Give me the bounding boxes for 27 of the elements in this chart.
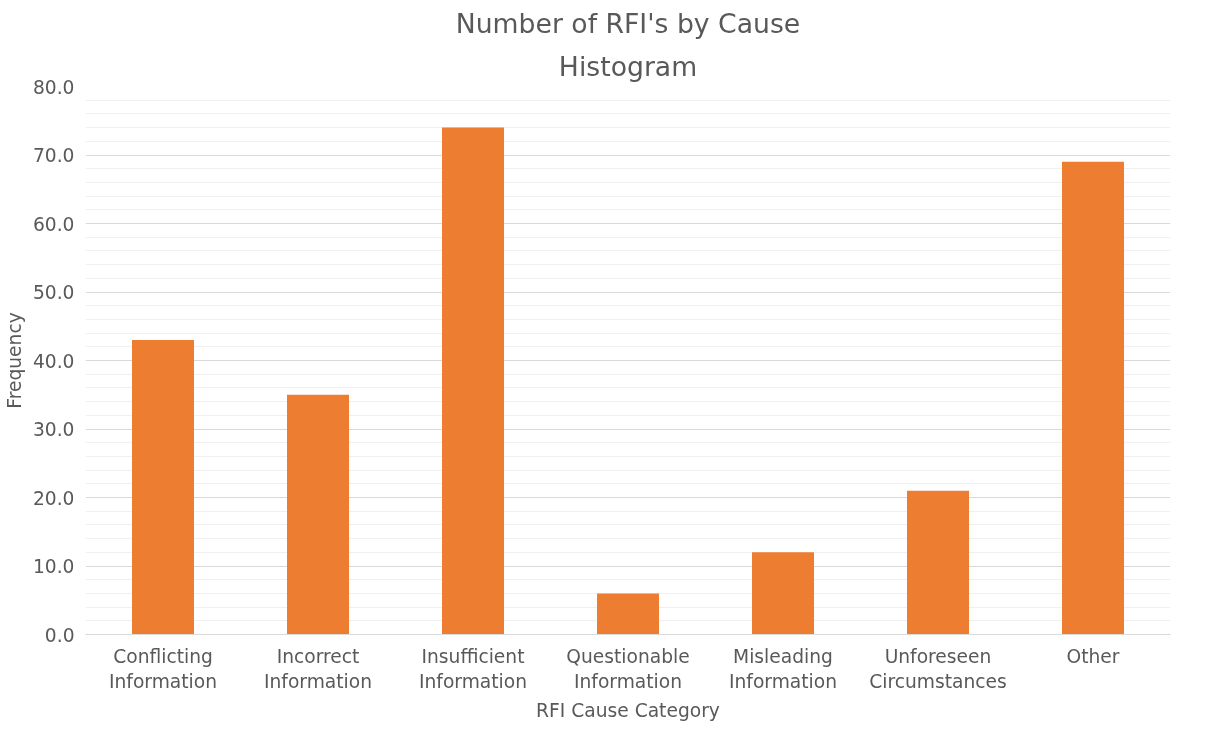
chart-subtitle: Histogram — [558, 50, 698, 82]
bar — [442, 127, 504, 635]
x-tick-label: Conflicting Information — [109, 645, 217, 692]
y-tick-label: 10.0 — [32, 556, 75, 577]
x-tick-label: Misleading Information — [729, 645, 837, 692]
bar — [907, 490, 969, 635]
bar — [752, 552, 814, 635]
y-tick-label: 50.0 — [32, 282, 75, 303]
y-tick-label: 0.0 — [44, 624, 75, 646]
x-tick-label: Insufficient Information — [419, 645, 527, 692]
x-tick-label: Unforeseen Circumstances — [869, 645, 1007, 692]
bar — [1062, 161, 1124, 635]
x-axis-title: RFI Cause Category — [536, 699, 720, 721]
bar — [287, 394, 349, 635]
x-tick-label: Incorrect Information — [264, 645, 372, 692]
y-axis-title: Frequency — [3, 312, 25, 409]
y-tick-label: 20.0 — [32, 487, 75, 509]
chart-title: Number of RFI's by Cause — [455, 7, 801, 39]
y-tick-label: 70.0 — [32, 145, 75, 166]
y-tick-label: 30.0 — [32, 419, 75, 440]
y-tick-label: 80.0 — [32, 76, 75, 98]
bar — [132, 339, 194, 635]
y-tick-label: 60.0 — [32, 213, 75, 235]
y-tick-label: 40.0 — [32, 350, 75, 372]
bar — [597, 593, 659, 635]
x-tick-label: Other — [1066, 645, 1120, 667]
x-tick-label: Questionable Information — [566, 645, 690, 692]
